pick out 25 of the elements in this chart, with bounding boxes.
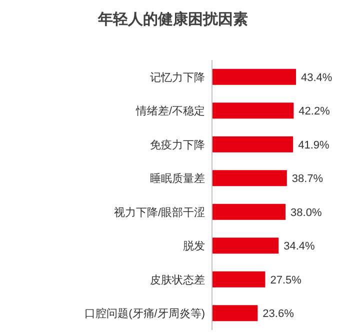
chart-title: 年轻人的健康困扰因素 <box>97 10 248 28</box>
bar <box>212 204 286 220</box>
y-tick-label: 视力下降/眼部干涩 <box>114 206 205 219</box>
data-label: 23.6% <box>262 308 294 320</box>
y-tick-label: 皮肤状态差 <box>150 273 205 286</box>
data-label: 41.9% <box>298 139 330 152</box>
y-tick-label: 记忆力下降 <box>150 70 205 84</box>
data-label: 34.4% <box>284 240 315 253</box>
y-tick-label: 口腔问题(牙痛/牙周炎等) <box>84 307 205 320</box>
y-tick-label: 脱发 <box>183 240 205 253</box>
data-label: 38.7% <box>292 173 324 186</box>
y-tick-label: 免疫力下降 <box>150 138 205 152</box>
bar <box>212 170 287 186</box>
bar <box>212 238 279 254</box>
y-tick-label: 情绪差/不稳定 <box>134 104 205 118</box>
bar <box>212 68 296 85</box>
data-label: 27.5% <box>270 274 302 286</box>
y-tick-label: 睡眠质量差 <box>150 172 205 186</box>
bar <box>212 136 294 152</box>
bar <box>212 305 258 322</box>
data-label: 43.4% <box>301 72 332 84</box>
data-label: 42.2% <box>298 106 330 118</box>
data-label: 38.0% <box>290 206 322 219</box>
bar <box>212 271 266 288</box>
bar <box>212 102 294 119</box>
